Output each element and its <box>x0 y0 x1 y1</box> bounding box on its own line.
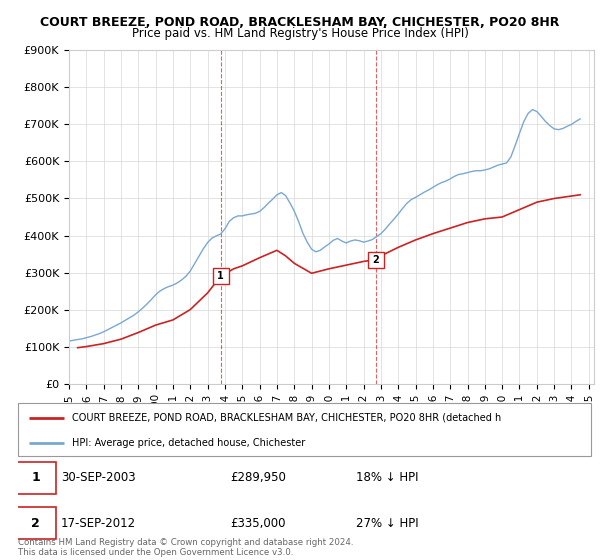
FancyBboxPatch shape <box>18 403 591 456</box>
Text: COURT BREEZE, POND ROAD, BRACKLESHAM BAY, CHICHESTER, PO20 8HR: COURT BREEZE, POND ROAD, BRACKLESHAM BAY… <box>40 16 560 29</box>
Text: 1: 1 <box>31 472 40 484</box>
Text: £289,950: £289,950 <box>230 472 286 484</box>
Text: Price paid vs. HM Land Registry's House Price Index (HPI): Price paid vs. HM Land Registry's House … <box>131 27 469 40</box>
FancyBboxPatch shape <box>15 463 56 494</box>
Text: COURT BREEZE, POND ROAD, BRACKLESHAM BAY, CHICHESTER, PO20 8HR (detached h: COURT BREEZE, POND ROAD, BRACKLESHAM BAY… <box>73 413 502 423</box>
Text: 1: 1 <box>217 271 224 281</box>
FancyBboxPatch shape <box>15 507 56 539</box>
Text: HPI: Average price, detached house, Chichester: HPI: Average price, detached house, Chic… <box>73 438 305 448</box>
Text: Contains HM Land Registry data © Crown copyright and database right 2024.
This d: Contains HM Land Registry data © Crown c… <box>18 538 353 557</box>
Text: 2: 2 <box>31 516 40 530</box>
Text: 27% ↓ HPI: 27% ↓ HPI <box>356 516 419 530</box>
Text: 30-SEP-2003: 30-SEP-2003 <box>61 472 136 484</box>
Text: £335,000: £335,000 <box>230 516 286 530</box>
Text: 2: 2 <box>373 255 379 264</box>
Text: 17-SEP-2012: 17-SEP-2012 <box>61 516 136 530</box>
Text: 18% ↓ HPI: 18% ↓ HPI <box>356 472 419 484</box>
